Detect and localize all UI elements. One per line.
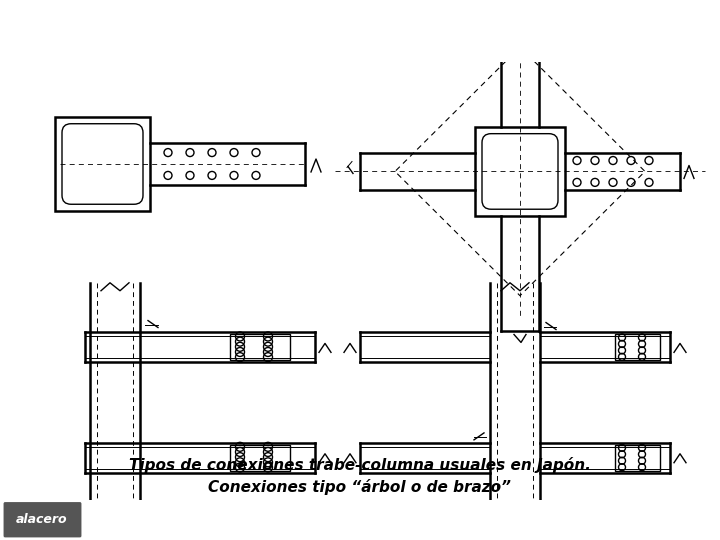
Bar xyxy=(615,334,660,360)
Bar xyxy=(230,445,290,471)
Bar xyxy=(475,127,565,216)
FancyBboxPatch shape xyxy=(62,124,143,204)
Text: Tipos de conexiones trabe-columna usuales en Japón.: Tipos de conexiones trabe-columna usuale… xyxy=(129,456,591,472)
Bar xyxy=(55,117,150,211)
Text: EFECTOS
DE SISMOS: EFECTOS DE SISMOS xyxy=(606,10,709,52)
Text: 1. Introducción: 1. Introducción xyxy=(11,17,248,45)
Bar xyxy=(230,334,290,360)
Text: alacero: alacero xyxy=(16,513,68,526)
Text: Programa de Apoyo a la Enseñanza de la Construcción en Acero: Programa de Apoyo a la Enseñanza de la C… xyxy=(90,515,403,525)
FancyBboxPatch shape xyxy=(482,134,558,209)
FancyBboxPatch shape xyxy=(3,502,82,538)
Text: Conexiones tipo “árbol o de brazo”: Conexiones tipo “árbol o de brazo” xyxy=(209,480,511,495)
Bar xyxy=(615,445,660,471)
